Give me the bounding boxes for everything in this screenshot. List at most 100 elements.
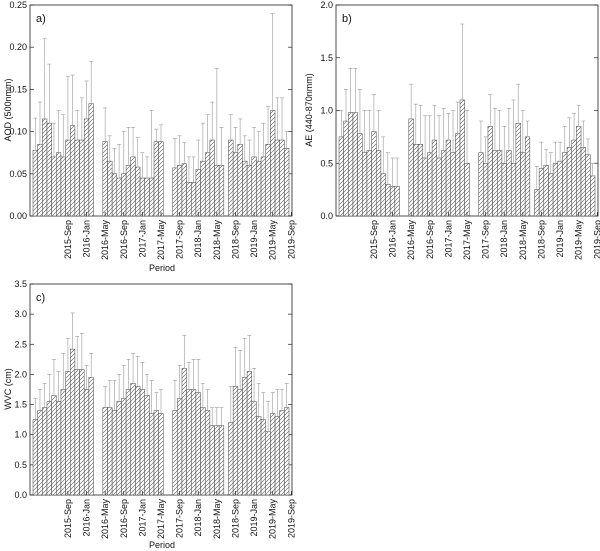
bar [455,133,461,217]
bar [214,425,220,496]
xtick-label: 2017-Sep [481,220,491,259]
panel-c-plot: 0.0 0.5 1.0 1.5 2.0 2.5 3.0 3.5 2015-Sep 2016-Jan… [14,279,296,539]
ytick-label: 0.0 [14,490,27,500]
bar [506,150,512,217]
xtick-label: 2017-May [462,220,472,261]
bar [144,395,150,496]
xtick-label: 2016-Sep [119,499,129,538]
xtick-label: 2017-Sep [175,499,185,538]
xtick-label: 2018-May [518,220,528,261]
bar [204,410,211,496]
bar [422,157,428,217]
bar [111,410,118,496]
bar [441,150,447,217]
bar [107,160,113,217]
bar [585,154,591,217]
xtick-label: 2016-May [406,220,416,261]
bar [60,389,66,496]
xtick-label: 2018-May [212,220,222,261]
bar [385,184,391,217]
bar [107,407,113,496]
ytick-label: 2.0 [320,0,333,10]
bar [69,125,76,217]
bar [69,348,76,496]
bar [135,166,141,217]
bar [520,152,526,217]
bar [232,386,239,496]
bar [228,422,234,496]
bar [56,401,62,496]
panel-b: b) AE (440-870nmm) 0.0 0.5 1.0 1.5 2.0 2015-S… [304,0,600,260]
bar [149,413,155,496]
panel-a-label: a) [36,13,46,25]
bar [56,152,62,217]
bar [459,99,465,217]
xtick-label: 2017-Jan [443,220,453,258]
bar [427,152,433,217]
bar [362,152,368,217]
xtick-label: 2019-May [268,220,278,261]
panel-a: a) AOD (500nmm) Period 0.000.050.100.150… [3,0,296,273]
bar [357,133,363,217]
bar [121,398,127,496]
bar [172,410,178,496]
bar [139,177,145,217]
ytick-label: 0.25 [9,0,27,10]
bar [256,160,262,217]
bar [130,383,136,496]
bar [566,147,572,217]
bar [195,169,201,217]
xtick-label: 2016-May [100,220,110,261]
bar [116,177,122,217]
bar [538,168,545,217]
xtick-label: 2019-Jan [249,220,259,258]
xtick-label: 2016-May [100,499,110,540]
xtick-label: 2018-Sep [230,499,240,538]
bar [83,118,90,217]
bar [149,177,155,217]
bar [274,139,280,217]
bar [408,118,414,217]
xtick-label: 2018-Jan [193,220,203,258]
bar [232,152,239,217]
bar [181,163,187,217]
bar [144,177,150,217]
bar [534,189,540,217]
bar [186,181,192,217]
bar [590,175,596,217]
xtick-label: 2017-May [156,220,166,261]
ytick-label: 0.15 [9,84,27,94]
bar [177,165,183,217]
xtick-label: 2017-Jan [137,499,147,537]
bar [274,416,280,496]
bar [195,392,201,496]
bar [562,152,568,217]
bar [209,139,215,217]
bar [580,147,586,217]
xtick-label: 2018-Sep [230,220,240,259]
bar [74,139,80,217]
bar [343,120,349,217]
ytick-label: 2.5 [14,339,27,349]
bar [111,173,118,217]
bar [279,410,285,496]
bar [256,416,262,496]
bar [557,160,563,217]
bar [200,160,206,217]
bar [191,389,197,496]
ytick-label: 0.5 [14,460,27,470]
panel-c-label: c) [36,292,45,304]
panel-b-label: b) [342,13,352,25]
bar [501,163,507,217]
bar [246,371,253,496]
bar [209,425,215,496]
xtick-label: 2017-Sep [175,220,185,259]
bar [42,118,48,217]
xtick-label: 2015-Sep [63,499,73,538]
bar [478,152,484,217]
panel-c-ylabel: WVC (cm) [3,368,13,410]
bar [366,150,372,217]
bar [32,149,38,217]
bar [338,136,344,217]
